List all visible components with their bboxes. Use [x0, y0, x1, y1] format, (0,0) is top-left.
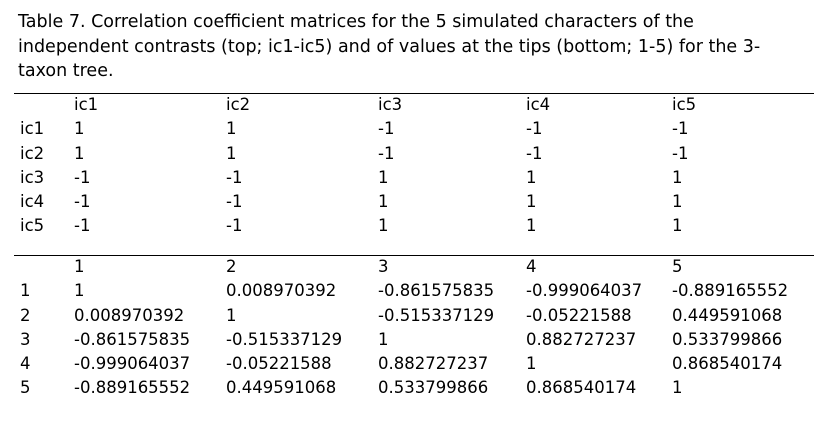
bottom-table-column-header: 4 — [526, 257, 537, 276]
top-table-row: ic1 1 1 -1 -1 -1 — [14, 117, 814, 141]
top-table-cell: 1 — [526, 216, 537, 236]
top-table-cell: 1 — [226, 143, 237, 163]
top-table-row-header: ic4 — [20, 192, 45, 212]
bottom-table-cell: -0.861575835 — [74, 329, 191, 349]
bottom-table-cell: 1 — [226, 305, 237, 325]
bottom-table-cell: -0.515337129 — [378, 305, 495, 325]
top-table-cell: -1 — [226, 167, 243, 187]
bottom-table-column-header: 1 — [74, 257, 85, 276]
middle-rule — [14, 255, 814, 256]
top-table-cell: 1 — [226, 119, 237, 139]
top-table-cell: -1 — [74, 167, 91, 187]
top-table-cell: 1 — [526, 167, 537, 187]
top-table-row-header: ic3 — [20, 167, 45, 187]
top-table-row: ic2 1 1 -1 -1 -1 — [14, 142, 814, 166]
bottom-table-cell: 0.882727237 — [526, 329, 637, 349]
bottom-table-cell: 0.533799866 — [378, 378, 489, 398]
top-table-row-header: ic5 — [20, 216, 45, 236]
bottom-table-column-header: 5 — [672, 257, 683, 276]
bottom-table-cell: 1 — [378, 329, 389, 349]
bottom-table-cell: -0.515337129 — [226, 329, 343, 349]
top-table-row: ic4 -1 -1 1 1 1 — [14, 190, 814, 214]
top-table-cell: -1 — [672, 119, 689, 139]
bottom-table-cell: 0.008970392 — [74, 305, 185, 325]
bottom-table-row: 3 -0.861575835 -0.515337129 1 0.882727237 0.… — [14, 328, 814, 352]
bottom-table-row-header: 5 — [20, 378, 31, 398]
top-table-cell: -1 — [74, 192, 91, 212]
bottom-table-row-header: 1 — [20, 281, 31, 301]
top-table-cell: 1 — [672, 192, 683, 212]
top-table-column-header: ic3 — [378, 95, 403, 114]
bottom-table-column-header: 2 — [226, 257, 237, 276]
top-table-cell: -1 — [526, 119, 543, 139]
top-table-row: ic5 -1 -1 1 1 1 — [14, 214, 814, 238]
bottom-table-cell: -0.999064037 — [74, 354, 191, 374]
top-table-cell: 1 — [672, 216, 683, 236]
contrasts-correlation-table: ic1 ic2 ic3 ic4 ic5 ic1 1 1 -1 -1 -1 ic2 1 1 -1 -1 -1 ic3… — [14, 93, 814, 239]
tips-correlation-table: 1 2 3 4 5 1 1 0.008970392 -0.861575835 -0.9990640… — [14, 255, 814, 401]
bottom-table-cell: 0.449591068 — [672, 305, 783, 325]
bottom-table-row: 4 -0.999064037 -0.05221588 0.882727237 1 0.86… — [14, 352, 814, 376]
bottom-table-cell: 1 — [526, 354, 537, 374]
top-table-column-header: ic2 — [226, 95, 251, 114]
bottom-table-row: 5 -0.889165552 0.449591068 0.533799866 0.86… — [14, 376, 814, 400]
top-table-cell: -1 — [226, 216, 243, 236]
bottom-table-column-header: 3 — [378, 257, 389, 276]
bottom-table-row-header: 4 — [20, 354, 31, 374]
table-caption: Table 7. Correlation coefficient matrice… — [18, 12, 761, 81]
top-table-column-header: ic4 — [526, 95, 551, 114]
bottom-table-row: 1 1 0.008970392 -0.861575835 -0.999064037 -0.… — [14, 279, 814, 303]
top-table-cell: 1 — [74, 119, 85, 139]
top-table-corner-cell — [14, 93, 68, 117]
bottom-table-corner-cell — [14, 255, 68, 279]
bottom-table-cell: 0.868540174 — [672, 354, 783, 374]
top-table-cell: 1 — [378, 192, 389, 212]
top-table-cell: -1 — [672, 143, 689, 163]
top-table-row-header: ic2 — [20, 143, 45, 163]
bottom-table-row: 2 0.008970392 1 -0.515337129 -0.05221588 0.4… — [14, 304, 814, 328]
top-rule — [14, 93, 814, 94]
bottom-table-cell: -0.999064037 — [526, 281, 643, 301]
top-table-cell: -1 — [378, 119, 395, 139]
top-table-column-header: ic1 — [74, 95, 99, 114]
top-table-cell: -1 — [226, 192, 243, 212]
top-table-cell: -1 — [526, 143, 543, 163]
bottom-table-cell: -0.889165552 — [74, 378, 191, 398]
bottom-table-cell: -0.861575835 — [378, 281, 495, 301]
bottom-table-row-header: 2 — [20, 305, 31, 325]
bottom-table-cell: -0.889165552 — [672, 281, 789, 301]
bottom-table-cell: 0.533799866 — [672, 329, 783, 349]
top-table-cell: -1 — [74, 216, 91, 236]
bottom-table-cell: -0.05221588 — [226, 354, 332, 374]
bottom-table-row-header: 3 — [20, 329, 31, 349]
bottom-table-cell: -0.05221588 — [526, 305, 632, 325]
top-table-cell: 1 — [378, 167, 389, 187]
top-table-cell: -1 — [378, 143, 395, 163]
top-table-cell: 1 — [378, 216, 389, 236]
top-table-cell: 1 — [526, 192, 537, 212]
top-table-row: ic3 -1 -1 1 1 1 — [14, 166, 814, 190]
top-table-header-row: ic1 ic2 ic3 ic4 ic5 — [14, 93, 814, 117]
bottom-table-cell: 0.008970392 — [226, 281, 337, 301]
bottom-table-cell: 0.868540174 — [526, 378, 637, 398]
bottom-table-cell: 0.882727237 — [378, 354, 489, 374]
top-table-row-header: ic1 — [20, 119, 45, 139]
bottom-table-cell: 1 — [672, 378, 683, 398]
top-table-column-header: ic5 — [672, 95, 697, 114]
top-table-cell: 1 — [672, 167, 683, 187]
bottom-table-header-row: 1 2 3 4 5 — [14, 255, 814, 279]
top-table-cell: 1 — [74, 143, 85, 163]
bottom-table-cell: 0.449591068 — [226, 378, 337, 398]
bottom-table-cell: 1 — [74, 281, 85, 301]
